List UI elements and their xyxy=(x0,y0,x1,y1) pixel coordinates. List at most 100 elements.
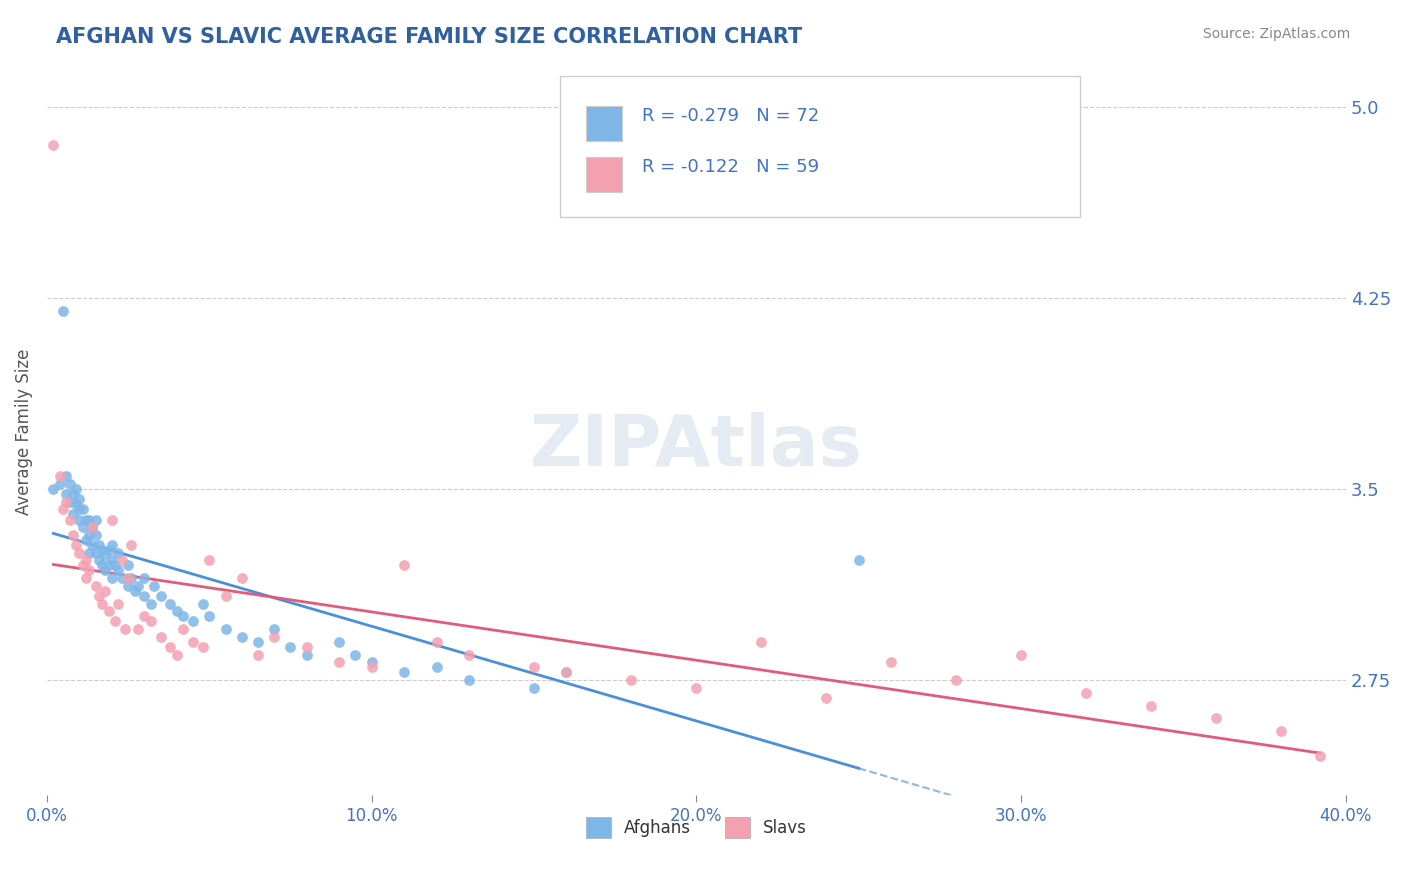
Point xyxy=(120,538,142,552)
Point xyxy=(149,630,172,644)
Point xyxy=(55,487,77,501)
Point xyxy=(65,538,87,552)
Point xyxy=(392,558,415,573)
Point xyxy=(848,553,870,567)
Point xyxy=(77,546,100,560)
Point xyxy=(1309,749,1331,764)
Point xyxy=(263,630,285,644)
Point xyxy=(84,546,107,560)
Point xyxy=(328,655,350,669)
Point xyxy=(134,589,156,603)
Point xyxy=(198,609,221,624)
Point xyxy=(59,494,82,508)
Point xyxy=(91,558,114,573)
Text: R = -0.279   N = 72: R = -0.279 N = 72 xyxy=(641,107,820,125)
Point xyxy=(749,635,772,649)
Point xyxy=(101,512,124,526)
Point xyxy=(117,558,139,573)
Point xyxy=(91,543,114,558)
Point xyxy=(231,571,253,585)
Point xyxy=(75,553,97,567)
Point xyxy=(139,597,162,611)
Point xyxy=(181,635,204,649)
Point xyxy=(84,528,107,542)
Point xyxy=(344,648,367,662)
Point xyxy=(523,681,546,695)
Point xyxy=(49,476,72,491)
Point xyxy=(191,597,214,611)
Point xyxy=(246,635,269,649)
Point xyxy=(110,571,132,585)
Point xyxy=(191,640,214,654)
Point xyxy=(67,502,90,516)
Point xyxy=(82,520,104,534)
Point xyxy=(159,597,181,611)
Point xyxy=(127,579,149,593)
FancyBboxPatch shape xyxy=(586,157,623,192)
Point xyxy=(94,583,117,598)
Point xyxy=(65,482,87,496)
Point xyxy=(59,512,82,526)
Point xyxy=(42,138,65,153)
Point xyxy=(214,622,236,636)
Point xyxy=(84,512,107,526)
Point xyxy=(143,579,166,593)
Point xyxy=(49,469,72,483)
Point xyxy=(87,589,110,603)
Point xyxy=(72,558,94,573)
Point xyxy=(94,548,117,562)
Point xyxy=(555,665,578,680)
Point xyxy=(75,512,97,526)
Point xyxy=(360,655,382,669)
Point xyxy=(181,615,204,629)
Point xyxy=(392,665,415,680)
Point xyxy=(295,648,318,662)
Text: AFGHAN VS SLAVIC AVERAGE FAMILY SIZE CORRELATION CHART: AFGHAN VS SLAVIC AVERAGE FAMILY SIZE COR… xyxy=(56,27,803,46)
Point xyxy=(62,528,84,542)
Point xyxy=(82,520,104,534)
Point xyxy=(815,690,838,705)
Point xyxy=(67,492,90,507)
Point xyxy=(55,469,77,483)
Point xyxy=(107,597,129,611)
Point xyxy=(77,528,100,542)
Point xyxy=(685,681,707,695)
Text: Source: ZipAtlas.com: Source: ZipAtlas.com xyxy=(1202,27,1350,41)
Point xyxy=(75,571,97,585)
Point xyxy=(198,553,221,567)
Point xyxy=(55,494,77,508)
Text: ZIPAtlas: ZIPAtlas xyxy=(530,411,863,481)
Point xyxy=(117,571,139,585)
Point xyxy=(62,487,84,501)
Point xyxy=(59,476,82,491)
Point xyxy=(104,558,127,573)
FancyBboxPatch shape xyxy=(586,106,623,141)
Point xyxy=(280,640,302,654)
Point xyxy=(97,543,120,558)
Point xyxy=(127,622,149,636)
Point xyxy=(110,553,132,567)
Point xyxy=(945,673,967,687)
Point xyxy=(84,579,107,593)
Point xyxy=(134,571,156,585)
Y-axis label: Average Family Size: Average Family Size xyxy=(15,349,32,515)
Point xyxy=(104,615,127,629)
Point xyxy=(166,604,188,618)
Point xyxy=(87,538,110,552)
Point xyxy=(172,622,194,636)
Point xyxy=(77,564,100,578)
Point xyxy=(231,630,253,644)
Point xyxy=(67,512,90,526)
Point xyxy=(1074,686,1097,700)
Point xyxy=(72,502,94,516)
Point xyxy=(426,635,449,649)
Point xyxy=(91,597,114,611)
Point xyxy=(124,583,146,598)
Point xyxy=(62,508,84,522)
Point xyxy=(120,571,142,585)
Point xyxy=(72,520,94,534)
Point xyxy=(101,553,124,567)
Point xyxy=(159,640,181,654)
Legend: Afghans, Slavs: Afghans, Slavs xyxy=(579,811,814,845)
Point xyxy=(97,558,120,573)
